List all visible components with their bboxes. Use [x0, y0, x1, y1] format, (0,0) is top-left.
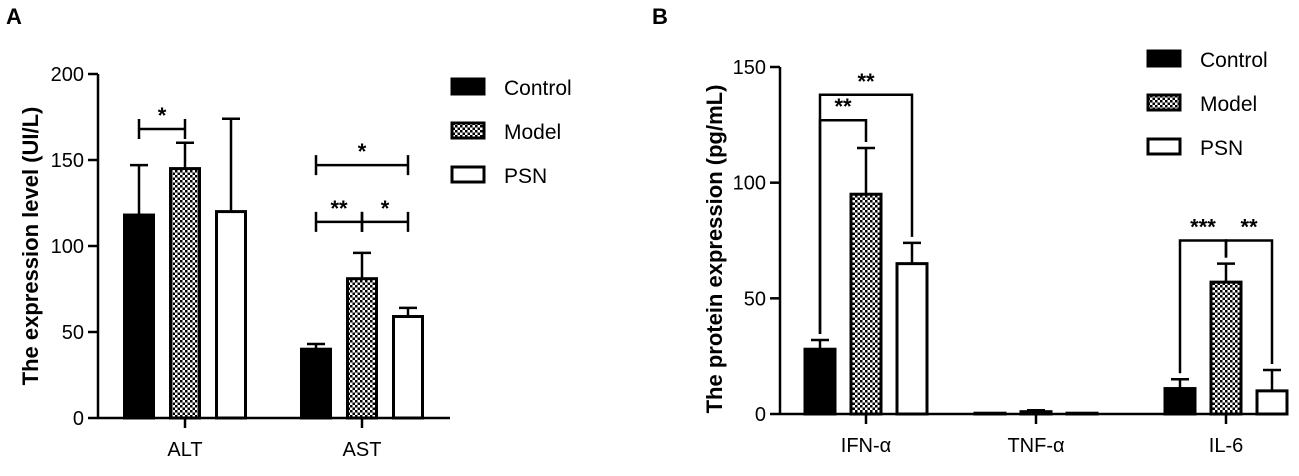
bar-a-control-1 [300, 347, 332, 420]
panel-a-category-label: ALT [167, 439, 202, 461]
panel-b-category-label: IFN-α [841, 435, 891, 457]
bar-a-control-0 [123, 213, 155, 420]
panel-b-y-tick-label: 50 [744, 288, 766, 310]
legend-label-a-psn: PSN [504, 165, 547, 188]
panel-a-y-tick-label: 0 [73, 408, 84, 430]
legend-label-a-control: Control [504, 77, 572, 100]
bar-a-psn-1 [392, 315, 424, 420]
bar-b-model-0 [849, 192, 883, 416]
panel-a-y-tick-label: 200 [51, 64, 84, 86]
panel-a-chart: A The expression level (UI/L) 0 50 100 150 2… [6, 4, 572, 461]
bar-b-psn-0 [895, 262, 929, 416]
bar-a-model-0 [169, 167, 201, 420]
legend-swatch-b-control [1146, 49, 1182, 68]
panel-b-chart: B The protein expression (pg/mL) 0 50 100 1… [652, 4, 1289, 457]
legend-label-b-psn: PSN [1200, 137, 1243, 160]
panel-a-y-tick-label: 50 [62, 322, 84, 344]
bar-a-psn-0 [215, 210, 247, 420]
legend-label-a-model: Model [504, 121, 561, 144]
bar-b-control-0 [803, 347, 837, 416]
panel-a-y-tick-label: 100 [51, 236, 84, 258]
significance-bracket-b [818, 93, 914, 334]
bar-a-model-1 [346, 277, 378, 420]
significance-label-a: * [158, 103, 167, 128]
significance-bracket-a [314, 155, 410, 176]
legend-swatch-a-control [450, 77, 486, 96]
panel-a-y-tick-label: 150 [51, 150, 84, 172]
panel-b-category-label: TNF-α [1007, 435, 1064, 457]
significance-bracket-b [1224, 239, 1274, 365]
bar-b-psn-1 [1065, 411, 1099, 416]
panel-a-y-axis-title: The expression level (UI/L) [18, 107, 43, 386]
legend-swatch-a-psn [450, 165, 486, 184]
panel-b-y-axis-title: The protein expression (pg/mL) [702, 85, 727, 414]
bar-b-model-2 [1209, 280, 1243, 416]
significance-bracket-a [360, 211, 410, 232]
legend-label-b-control: Control [1200, 49, 1268, 72]
significance-label-a: * [358, 139, 367, 164]
panel-b-category-label: IL-6 [1209, 435, 1243, 457]
bar-b-psn-2 [1255, 389, 1289, 416]
significance-label-b: *** [1190, 215, 1216, 240]
panel-a-letter: A [6, 4, 22, 29]
significance-label-a: * [381, 196, 390, 221]
legend-swatch-b-model [1146, 93, 1182, 112]
bar-b-model-1 [1019, 410, 1053, 416]
panel-b-letter: B [652, 4, 668, 29]
panel-b-y-tick-label: 100 [733, 173, 766, 195]
panel-b-y-tick-label: 0 [755, 404, 766, 426]
panel-a-category-label: AST [343, 439, 382, 461]
legend-swatch-a-model [450, 121, 486, 140]
significance-bracket-a [137, 119, 187, 140]
panel-b-y-tick-label: 150 [733, 57, 766, 79]
significance-label-b: ** [1240, 215, 1258, 240]
legend-swatch-b-psn [1146, 137, 1182, 156]
bar-b-control-1 [973, 411, 1007, 416]
significance-label-b: ** [857, 69, 875, 94]
legend-label-b-model: Model [1200, 93, 1257, 116]
significance-label-b: ** [834, 94, 852, 119]
significance-label-a: ** [330, 196, 348, 221]
bar-b-control-2 [1163, 387, 1197, 416]
